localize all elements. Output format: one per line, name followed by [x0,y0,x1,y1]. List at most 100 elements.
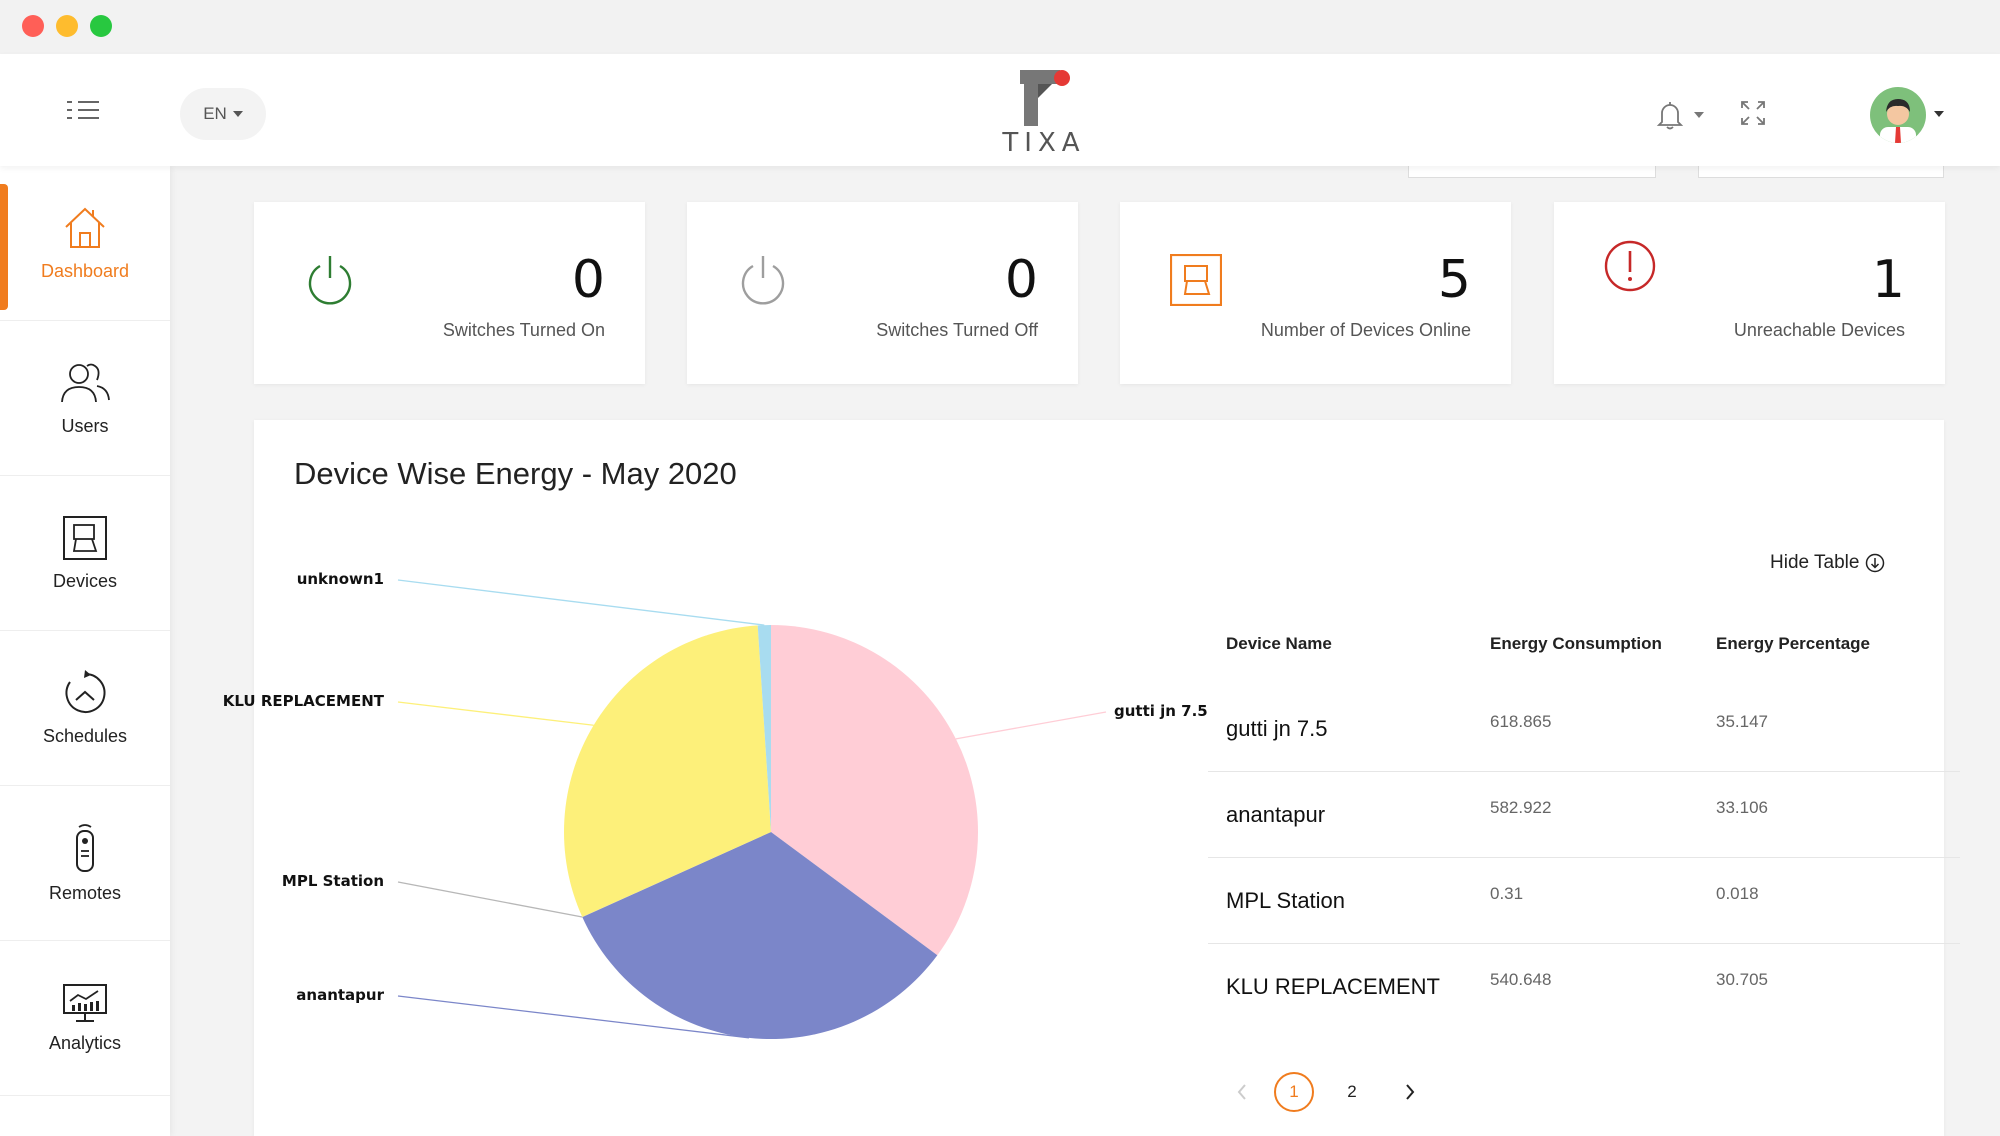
sidebar-item-users[interactable]: Users [0,321,170,476]
logo-text: TIXA [1002,128,1086,158]
page-1-button[interactable]: 1 [1274,1072,1314,1112]
pie-slice-label: KLU REPLACEMENT [222,692,384,710]
chevron-right-icon [1406,1084,1415,1100]
stat-caption: Number of Devices Online [1260,320,1471,340]
pie-label-leader-line [397,881,583,918]
stat-card-devices-online[interactable]: 5 Number of Devices Online [1120,202,1511,384]
pie-slice-label: anantapur [296,986,384,1004]
date-filter-field[interactable] [1408,166,1656,178]
pie-slice[interactable] [582,832,938,1039]
sidebar-item-analytics[interactable]: Analytics [0,941,170,1096]
notifications-button[interactable] [1654,100,1710,130]
close-window-button[interactable] [22,15,44,37]
stat-value: 0 [1004,250,1038,310]
chevron-down-icon [1934,111,1944,117]
logo-mark-icon [1020,70,1070,126]
stat-caption: Switches Turned On [442,320,605,340]
column-header-energy-consumption: Energy Consumption [1490,634,1662,653]
language-label: EN [203,104,227,123]
power-off-icon [741,256,785,305]
pie-slice-label: unknown1 [296,570,384,588]
device-icon [63,515,107,560]
energy-consumption-cell: 618.865 [1490,712,1552,731]
stat-value: 5 [1437,250,1471,310]
minimize-window-button[interactable] [56,15,78,37]
energy-consumption-cell: 0.31 [1490,884,1524,903]
alert-icon [1604,240,1656,292]
pie-slice[interactable] [757,625,771,832]
energy-percentage-cell: 30.705 [1716,970,1768,989]
energy-consumption-cell: 582.922 [1490,798,1552,817]
stat-card-switches-on[interactable]: 0 Switches Turned On [254,202,645,384]
pie-slice[interactable] [582,832,771,918]
device-name-cell: KLU REPLACEMENT [1226,974,1440,999]
energy-percentage-cell: 0.018 [1716,884,1759,903]
menu-toggle-icon[interactable] [66,99,100,121]
fullscreen-button[interactable] [1740,100,1766,126]
pie-slice-label: MPL Station [281,872,384,890]
maximize-window-button[interactable] [90,15,112,37]
pie-label-leader-line [955,711,1107,740]
pie-slice[interactable] [771,625,978,956]
sidebar-item-label: Schedules [42,725,128,746]
sidebar-item-label: Devices [52,570,118,591]
stat-card-unreachable-devices[interactable]: 1 Unreachable Devices [1554,202,1945,384]
sidebar-item-label: Dashboard [40,260,130,281]
expand-icon [1741,101,1765,125]
table-row[interactable]: MPL Station 0.31 0.018 [1208,858,1960,944]
next-page-button[interactable] [1390,1072,1430,1112]
device-energy-panel: Device Wise Energy - May 2020 Hide Table… [223,420,1944,1136]
stat-caption: Switches Turned Off [876,320,1038,340]
energy-pie-chart [397,579,1107,1039]
table-row[interactable]: KLU REPLACEMENT 540.648 30.705 [1208,944,1960,1030]
arrow-down-circle-icon [1866,553,1885,573]
bell-icon [1656,102,1704,130]
device-name-cell: anantapur [1226,802,1326,827]
sidebar-item-devices[interactable]: Devices [0,476,170,631]
device-online-icon [1170,254,1222,306]
pagination: 1 2 [1222,1072,1452,1116]
column-header-energy-percentage: Energy Percentage [1716,634,1871,653]
users-icon [61,363,110,402]
active-indicator [0,184,8,310]
analytics-icon [63,983,107,1022]
user-menu-button[interactable] [1870,87,1948,145]
remote-icon [76,823,94,872]
table-row[interactable]: anantapur 582.922 33.106 [1208,772,1960,858]
energy-consumption-cell: 540.648 [1490,970,1552,989]
sidebar-item-dashboard[interactable]: Dashboard [0,166,170,321]
device-filter-field[interactable] [1698,166,1944,178]
table-row[interactable]: gutti jn 7.5 618.865 35.147 [1208,686,1960,772]
sidebar-item-label: Analytics [48,1032,122,1053]
energy-percentage-cell: 35.147 [1716,712,1768,731]
top-header: EN TIXA [0,54,2000,166]
home-icon [65,207,105,248]
energy-percentage-cell: 33.106 [1716,798,1768,817]
sidebar-item-label: Users [61,415,109,436]
pie-label-leader-line [397,701,594,726]
stat-value: 1 [1871,250,1905,310]
pie-label-leader-line [397,995,750,1039]
stat-card-switches-off[interactable]: 0 Switches Turned Off [687,202,1078,384]
hide-table-button[interactable]: Hide Table [1770,552,1885,574]
window-titlebar [0,0,2000,54]
device-name-cell: MPL Station [1226,888,1346,913]
language-selector[interactable]: EN [180,88,266,140]
avatar [1870,87,1926,143]
sidebar-item-remotes[interactable]: Remotes [0,786,170,941]
column-header-device-name: Device Name [1226,634,1332,653]
page-2-button[interactable]: 2 [1347,1082,1357,1101]
pie-label-leader-line [397,579,765,626]
device-name-cell: gutti jn 7.5 [1226,716,1328,741]
pie-slice-label: gutti jn 7.5 [1114,702,1208,720]
stat-caption: Unreachable Devices [1733,320,1905,340]
stat-value: 0 [571,250,605,310]
panel-title: Device Wise Energy - May 2020 [294,456,737,491]
sidebar-item-schedules[interactable]: Schedules [0,631,170,786]
previous-page-button[interactable] [1222,1072,1262,1112]
hide-table-label: Hide Table [1770,552,1860,573]
tixa-logo[interactable]: TIXA [996,68,1092,166]
pie-slice[interactable] [564,625,771,917]
power-on-icon [308,256,352,305]
sidebar: Dashboard Users Devices Schedules [0,166,170,1136]
